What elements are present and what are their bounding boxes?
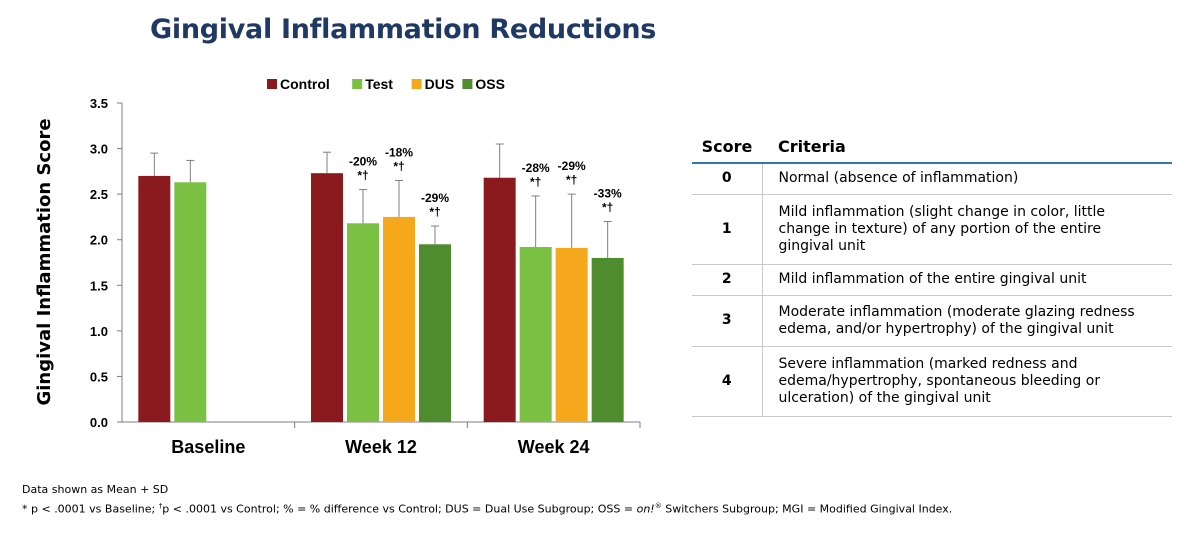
table-row: 1 Mild inflammation (slight change in co…	[692, 194, 1172, 265]
data-label-percent: -29%	[558, 159, 586, 173]
legend-label-control: Control	[280, 76, 330, 92]
data-label-significance: *†	[566, 173, 577, 187]
data-label-significance: *†	[393, 159, 404, 173]
y-tick-label: 3.0	[90, 142, 108, 157]
table-row: 4 Severe inflammation (marked redness an…	[692, 346, 1172, 417]
y-tick-label: 0.5	[90, 369, 108, 384]
criteria-cell: Mild inflammation (slight change in colo…	[761, 194, 1172, 265]
table-row: 3 Moderate inflammation (moderate glazin…	[692, 295, 1172, 347]
footnotes: Data shown as Mean + SD * p < .0001 vs B…	[22, 482, 952, 518]
bar-dus	[555, 247, 588, 422]
data-label-percent: -18%	[385, 145, 413, 159]
table-row: 0 Normal (absence of inflammation)	[692, 163, 1172, 195]
score-cell: 0	[692, 163, 762, 195]
x-category-label: Week 24	[518, 437, 590, 457]
data-label-percent: -33%	[594, 186, 622, 200]
brand-name: on!	[636, 502, 655, 516]
score-cell: 4	[692, 346, 762, 417]
bar-oss	[591, 257, 624, 422]
score-cell: 2	[692, 264, 762, 296]
y-tick-label: 1.0	[90, 324, 108, 339]
data-label-percent: -29%	[421, 191, 449, 205]
bar-control	[483, 177, 516, 422]
registered-symbol: ®	[654, 502, 662, 510]
x-category-label: Baseline	[171, 437, 245, 457]
data-label-percent: -20%	[349, 155, 377, 169]
y-tick-label: 0.0	[90, 415, 108, 430]
data-label-significance: *†	[602, 200, 613, 214]
data-label-significance: *†	[357, 169, 368, 183]
legend-label-test: Test	[365, 76, 393, 92]
legend-swatch-test	[352, 79, 363, 89]
criteria-cell: Normal (absence of inflammation)	[761, 163, 1172, 195]
legend-swatch-oss	[462, 79, 473, 89]
criteria-cell: Severe inflammation (marked redness and …	[761, 346, 1172, 417]
footnote-abbreviations: Switchers Subgroup; MGI = Modified Gingi…	[661, 502, 953, 516]
legend-swatch-dus	[411, 79, 422, 89]
y-tick-label: 3.5	[90, 96, 108, 111]
criteria-table: Score Criteria 0 Normal (absence of infl…	[692, 135, 1172, 417]
y-axis-title: Gingival Inflammation Score	[34, 118, 55, 405]
bar-test	[519, 247, 552, 422]
dagger-symbol: †	[158, 502, 163, 510]
bar-chart: 0.0 0.5 1.0 1.5 2.0 2.5 3.0 3.5 Gingival Inflamm…	[34, 76, 641, 457]
score-header: Score	[692, 135, 762, 164]
bar-oss	[419, 244, 451, 422]
legend-label-oss: OSS	[475, 76, 505, 92]
footnote-line-1: Data shown as Mean + SD	[22, 483, 169, 496]
footnote-baseline: * p < .0001 vs Baseline;	[22, 502, 159, 516]
legend-swatch-control	[267, 79, 277, 89]
data-label-significance: *†	[429, 205, 440, 219]
bar-control	[138, 175, 171, 422]
bar-dus	[383, 216, 415, 422]
score-cell: 1	[692, 194, 762, 265]
y-tick-label: 1.5	[90, 278, 108, 293]
data-label-percent: -28%	[522, 161, 550, 175]
bar-test	[347, 223, 379, 422]
data-label-significance: *†	[530, 175, 541, 189]
table-header-row: Score Criteria	[692, 135, 1172, 164]
y-tick-label: 2.5	[90, 187, 108, 202]
chart-title: Gingival Inflammation Reductions	[150, 14, 657, 45]
criteria-cell: Moderate inflammation (moderate glazing …	[761, 295, 1172, 347]
y-tick-label: 2.0	[90, 233, 108, 248]
footnote-control: p < .0001 vs Control; % = % difference v…	[162, 502, 637, 516]
criteria-header: Criteria	[762, 135, 1172, 164]
score-cell: 3	[692, 295, 762, 347]
x-category-label: Week 12	[345, 437, 417, 457]
legend-label-dus: DUS	[425, 76, 455, 92]
footnote-line-2: * p < .0001 vs Baseline; †p < .0001 vs C…	[22, 498, 952, 518]
criteria-cell: Mild inflammation of the entire gingival…	[761, 264, 1172, 296]
table-row: 2 Mild inflammation of the entire gingiv…	[692, 264, 1172, 296]
bar-test	[174, 182, 207, 422]
bar-control	[311, 173, 343, 422]
